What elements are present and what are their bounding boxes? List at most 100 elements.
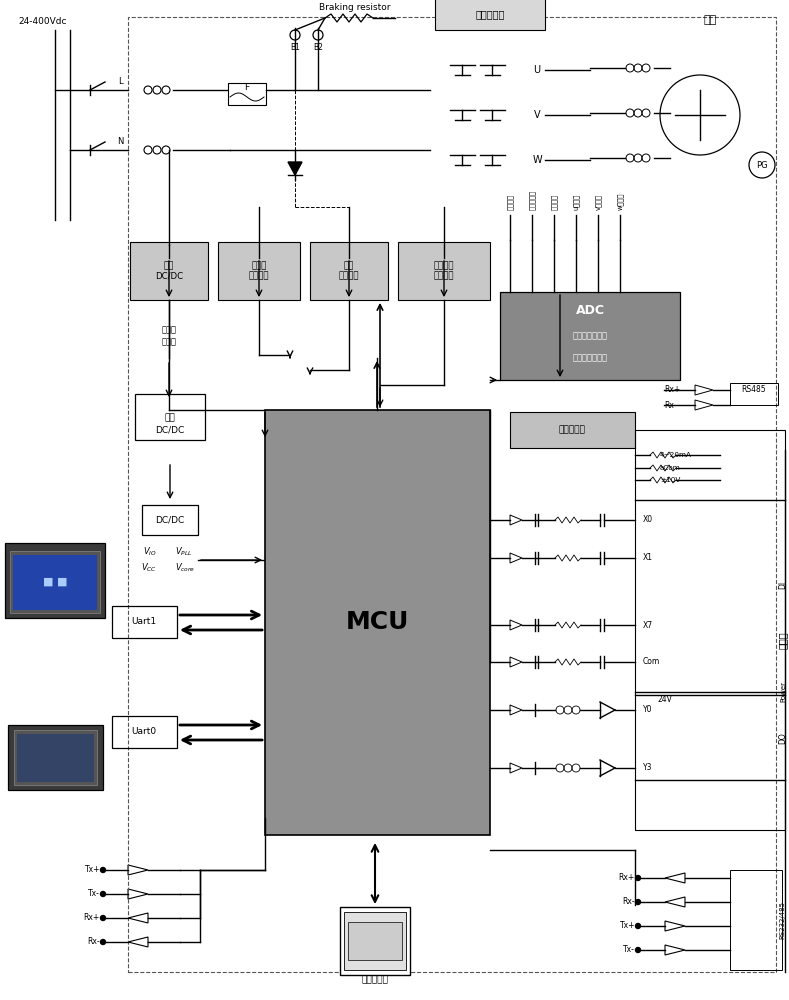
Text: PG: PG (756, 160, 768, 169)
Text: Rx-: Rx- (623, 898, 635, 906)
Text: 高频逆变桥: 高频逆变桥 (475, 9, 505, 19)
Text: Tx-: Tx- (88, 890, 100, 898)
Circle shape (635, 948, 641, 952)
Bar (14, 730, 97, 785)
Bar (398, 242, 490, 300)
Text: V: V (533, 110, 540, 120)
Circle shape (100, 940, 106, 944)
Text: Y0: Y0 (643, 706, 653, 714)
Bar (635, 430, 785, 830)
Text: B1: B1 (290, 43, 300, 52)
Circle shape (635, 900, 641, 904)
Text: DC/DC: DC/DC (155, 516, 185, 524)
Text: DI: DI (779, 581, 787, 589)
Bar (348, 922, 402, 960)
Text: 隔离
DC/DC: 隔离 DC/DC (155, 261, 183, 281)
Text: 变频器温度: 变频器温度 (529, 190, 535, 210)
Text: X1: X1 (643, 554, 653, 562)
Bar (435, 0, 545, 30)
Text: 24V: 24V (658, 696, 673, 704)
Text: 栅极驱: 栅极驱 (162, 326, 177, 334)
Bar (135, 394, 205, 440)
Bar (730, 383, 778, 405)
Bar (730, 870, 782, 970)
Text: ±10V: ±10V (660, 477, 680, 483)
Text: U: U (533, 65, 540, 75)
Bar (310, 242, 388, 300)
Text: Uart0: Uart0 (132, 728, 156, 736)
Bar (218, 242, 300, 300)
Text: F: F (245, 84, 249, 93)
Text: aCom: aCom (660, 465, 681, 471)
Text: v相电流: v相电流 (595, 194, 601, 210)
Text: X0: X0 (643, 516, 653, 524)
Text: Com: Com (643, 658, 660, 666)
Circle shape (100, 892, 106, 896)
Bar (5, 543, 105, 618)
Text: RS485: RS485 (742, 385, 766, 394)
Text: X7: X7 (643, 620, 653, 630)
Text: Tx-: Tx- (623, 946, 635, 954)
Text: Rx+: Rx+ (664, 385, 680, 394)
Bar (8, 725, 103, 790)
Text: Power: Power (780, 682, 786, 702)
Text: $V_{IO}$: $V_{IO}$ (143, 546, 157, 558)
Text: 24-400Vdc: 24-400Vdc (18, 17, 66, 26)
Text: ■ ■: ■ ■ (43, 577, 67, 587)
Text: DO: DO (779, 732, 787, 744)
Circle shape (100, 916, 106, 920)
Bar (500, 292, 680, 380)
Text: DC/DC: DC/DC (155, 426, 185, 434)
Text: Rx-: Rx- (664, 400, 677, 410)
Text: 上位机: 上位机 (778, 631, 788, 649)
Text: Rx-: Rx- (88, 938, 100, 946)
Bar (265, 410, 490, 835)
Text: w相电流: w相电流 (617, 193, 623, 210)
Bar (142, 505, 198, 535)
Text: 动电源: 动电源 (162, 338, 177, 347)
Text: Y3: Y3 (643, 764, 653, 772)
Text: $V_{CC}$: $V_{CC}$ (141, 562, 157, 574)
Bar (344, 912, 406, 970)
Text: RS232/485: RS232/485 (779, 901, 785, 939)
Text: Braking resistor: Braking resistor (320, 3, 391, 12)
Text: 母线电压: 母线电压 (507, 194, 514, 210)
Text: ADC: ADC (575, 304, 604, 316)
Text: L: L (118, 78, 122, 87)
Text: Tx+: Tx+ (619, 922, 635, 930)
Bar (130, 242, 208, 300)
Bar (13, 555, 97, 610)
Circle shape (100, 867, 106, 872)
Text: N: N (117, 137, 123, 146)
Text: 面板操作器: 面板操作器 (361, 976, 388, 984)
Text: 电机温度: 电机温度 (551, 194, 557, 210)
Text: 隔离放大器: 隔离放大器 (559, 426, 585, 434)
Bar (128, 17, 776, 972)
Text: 制动
隔离驱动: 制动 隔离驱动 (338, 261, 359, 281)
Text: Uart1: Uart1 (132, 617, 156, 626)
Text: Tx+: Tx+ (84, 865, 100, 874)
Text: 内置程控滤波器: 内置程控滤波器 (573, 354, 608, 362)
Text: W: W (533, 155, 542, 165)
Text: 4~20mA: 4~20mA (660, 452, 692, 458)
Bar (112, 716, 177, 748)
Bar (10, 551, 100, 613)
Text: $V_{core}$: $V_{core}$ (175, 562, 196, 574)
Bar (17, 734, 94, 782)
Text: MCU: MCU (346, 610, 409, 634)
Text: 继电器
隔离驱动: 继电器 隔离驱动 (249, 261, 269, 281)
Text: 电机: 电机 (703, 15, 716, 25)
Text: Rx+: Rx+ (84, 914, 100, 922)
Circle shape (635, 924, 641, 928)
Bar (112, 606, 177, 638)
Text: $V_{PLL}$: $V_{PLL}$ (175, 546, 193, 558)
Bar (510, 412, 635, 448)
Text: u相电流: u相电流 (573, 194, 579, 210)
Circle shape (635, 876, 641, 880)
Text: B2: B2 (313, 43, 323, 52)
Text: 多通道同步采样: 多通道同步采样 (573, 332, 608, 340)
Text: Rx+: Rx+ (619, 874, 635, 882)
Text: 逆变器桥
隔离驱动: 逆变器桥 隔离驱动 (434, 261, 454, 281)
Polygon shape (288, 162, 302, 175)
Bar (228, 83, 266, 105)
